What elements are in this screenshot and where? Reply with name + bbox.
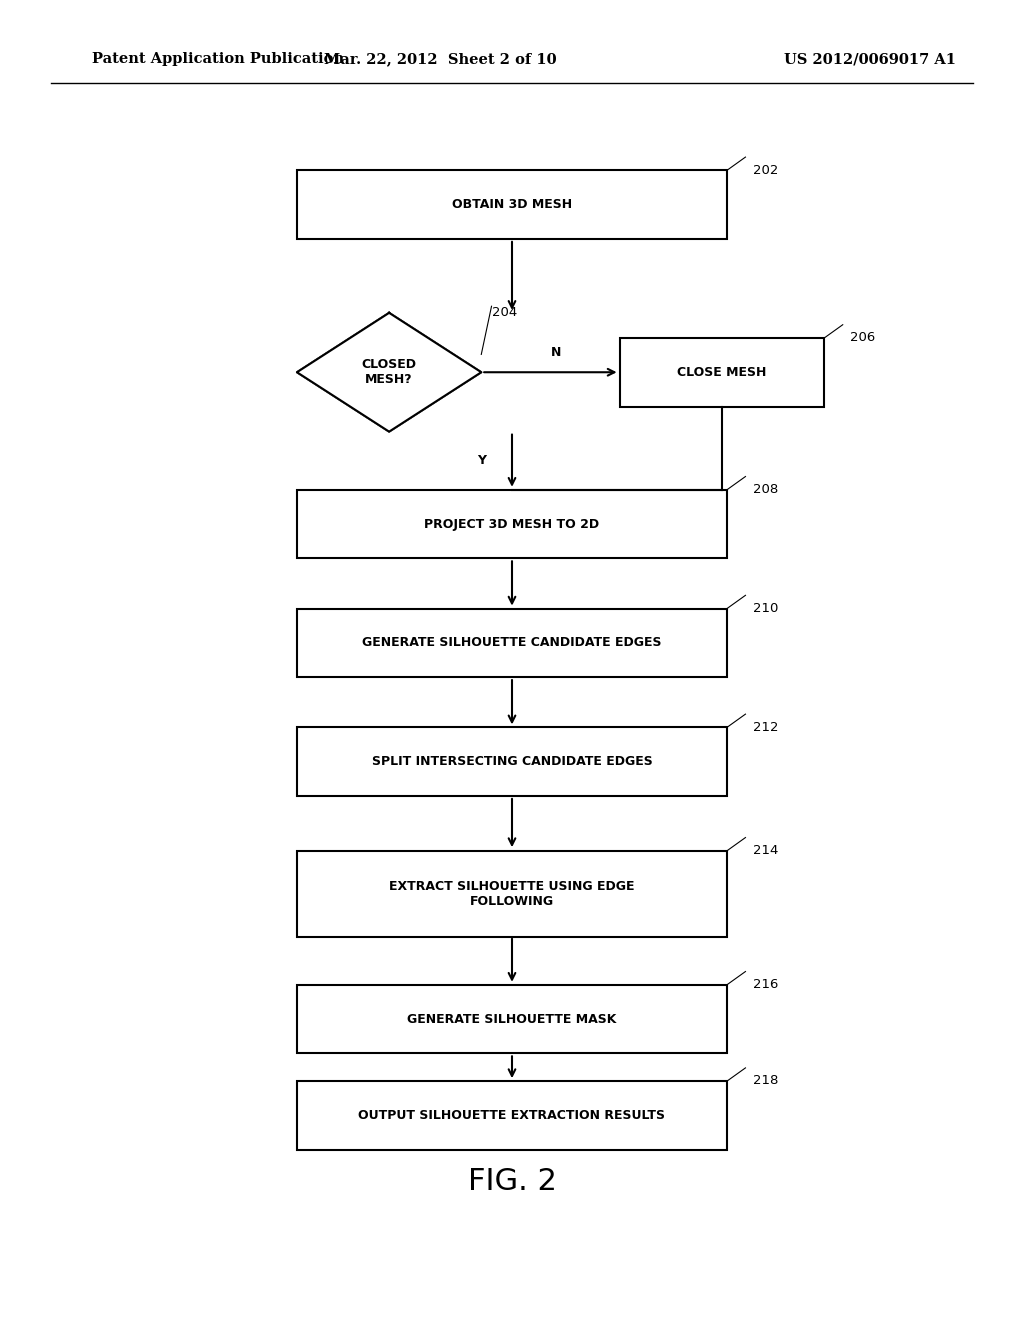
Text: 214: 214 xyxy=(753,845,778,857)
Text: EXTRACT SILHOUETTE USING EDGE
FOLLOWING: EXTRACT SILHOUETTE USING EDGE FOLLOWING xyxy=(389,879,635,908)
FancyBboxPatch shape xyxy=(297,727,727,796)
Text: 204: 204 xyxy=(492,306,517,319)
FancyBboxPatch shape xyxy=(620,338,824,407)
Text: 212: 212 xyxy=(753,721,778,734)
Text: Y: Y xyxy=(477,454,486,467)
Text: GENERATE SILHOUETTE CANDIDATE EDGES: GENERATE SILHOUETTE CANDIDATE EDGES xyxy=(362,636,662,649)
Text: US 2012/0069017 A1: US 2012/0069017 A1 xyxy=(784,53,956,66)
Text: SPLIT INTERSECTING CANDIDATE EDGES: SPLIT INTERSECTING CANDIDATE EDGES xyxy=(372,755,652,768)
Text: 208: 208 xyxy=(753,483,778,496)
Text: Patent Application Publication: Patent Application Publication xyxy=(92,53,344,66)
FancyBboxPatch shape xyxy=(297,609,727,677)
Text: Mar. 22, 2012  Sheet 2 of 10: Mar. 22, 2012 Sheet 2 of 10 xyxy=(324,53,557,66)
Text: FIG. 2: FIG. 2 xyxy=(468,1167,556,1196)
Text: 216: 216 xyxy=(753,978,778,991)
Text: CLOSE MESH: CLOSE MESH xyxy=(677,366,767,379)
Text: N: N xyxy=(551,346,561,359)
FancyBboxPatch shape xyxy=(297,490,727,558)
Text: 210: 210 xyxy=(753,602,778,615)
Text: CLOSED
MESH?: CLOSED MESH? xyxy=(361,358,417,387)
FancyBboxPatch shape xyxy=(297,170,727,239)
FancyBboxPatch shape xyxy=(297,985,727,1053)
Text: 206: 206 xyxy=(850,331,876,345)
Text: OUTPUT SILHOUETTE EXTRACTION RESULTS: OUTPUT SILHOUETTE EXTRACTION RESULTS xyxy=(358,1109,666,1122)
Text: GENERATE SILHOUETTE MASK: GENERATE SILHOUETTE MASK xyxy=(408,1012,616,1026)
Text: OBTAIN 3D MESH: OBTAIN 3D MESH xyxy=(452,198,572,211)
FancyBboxPatch shape xyxy=(297,851,727,937)
Polygon shape xyxy=(297,313,481,432)
Text: 218: 218 xyxy=(753,1074,778,1088)
Text: PROJECT 3D MESH TO 2D: PROJECT 3D MESH TO 2D xyxy=(424,517,600,531)
FancyBboxPatch shape xyxy=(297,1081,727,1150)
Text: 202: 202 xyxy=(753,164,778,177)
